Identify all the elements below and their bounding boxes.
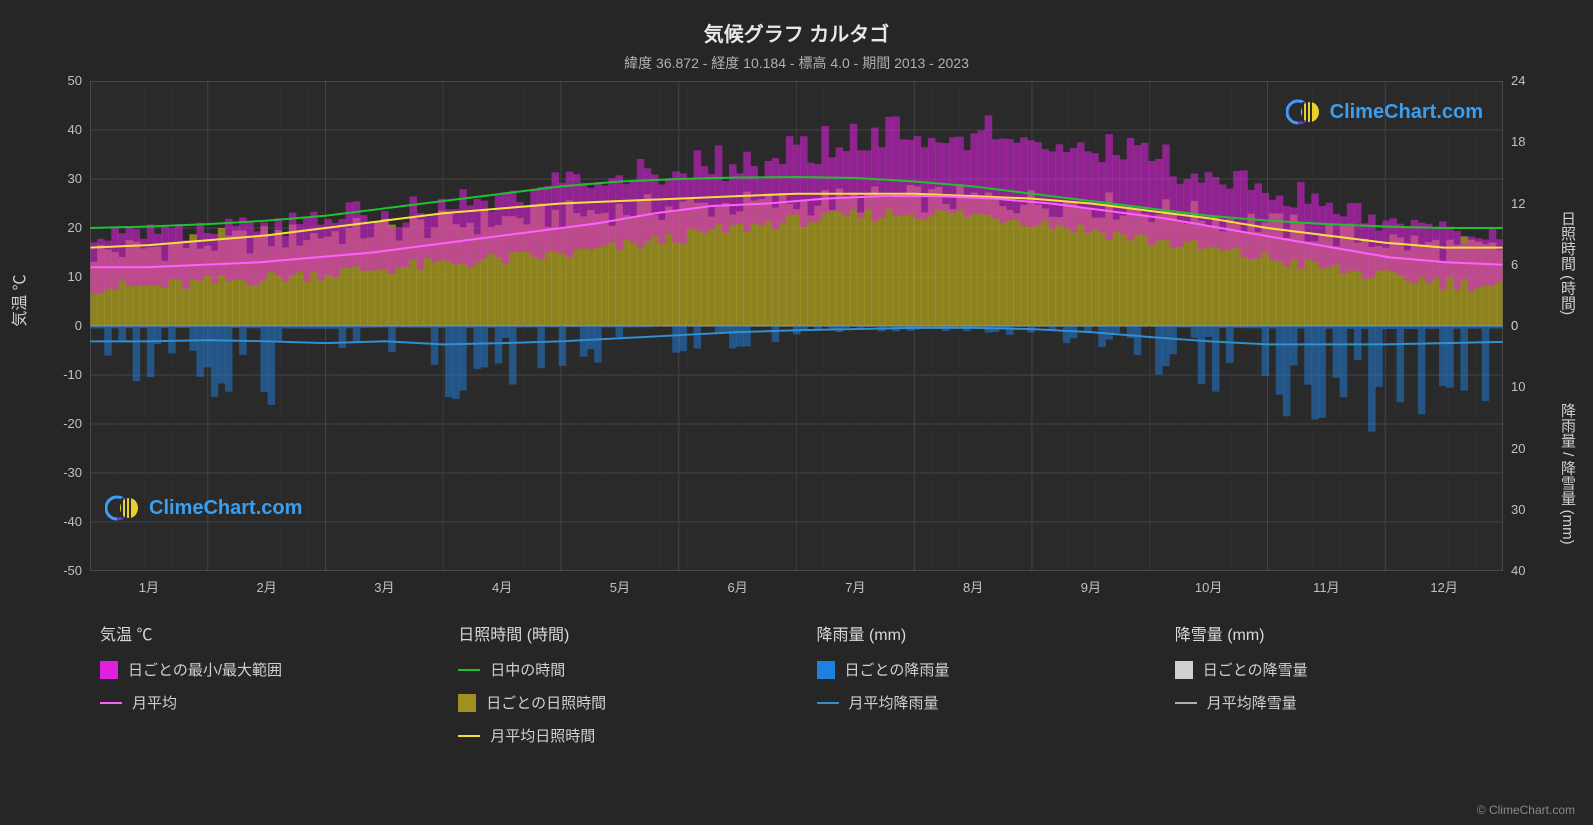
tick-label: 20 — [1511, 441, 1525, 456]
legend-label: 日ごとの降雪量 — [1203, 659, 1308, 680]
tick-label: 8月 — [963, 577, 983, 596]
tick-label: 7月 — [845, 577, 865, 596]
legend-label: 日ごとの降雨量 — [845, 659, 950, 680]
tick-label: 12 — [1511, 196, 1525, 211]
tick-label: 3月 — [374, 577, 394, 596]
tick-label: -40 — [63, 514, 82, 529]
chart-subtitle: 緯度 36.872 - 経度 10.184 - 標高 4.0 - 期間 2013… — [60, 53, 1533, 73]
tick-label: -20 — [63, 416, 82, 431]
legend-swatch-icon — [100, 661, 118, 679]
copyright: © ClimeChart.com — [1477, 803, 1575, 817]
legend-line-icon — [458, 669, 480, 671]
legend-label: 日ごとの日照時間 — [486, 692, 606, 713]
chart-svg — [90, 81, 1503, 571]
legend-line-icon — [100, 702, 122, 704]
tick-label: 30 — [68, 171, 82, 186]
tick-label: 0 — [75, 318, 82, 333]
tick-label: 10 — [1511, 379, 1525, 394]
legend-swatch-icon — [458, 694, 476, 712]
legend: 気温 ℃ 日ごとの最小/最大範囲月平均 日照時間 (時間) 日中の時間日ごとの日照時間… — [60, 601, 1533, 768]
tick-label: 11月 — [1313, 577, 1340, 596]
y-axis-left-label: 気温 ℃ — [6, 274, 30, 326]
legend-label: 日中の時間 — [490, 659, 565, 680]
legend-label: 月平均降雪量 — [1207, 692, 1297, 713]
chart-container: 気候グラフ カルタゴ 緯度 36.872 - 経度 10.184 - 標高 4.… — [0, 0, 1593, 825]
legend-label: 月平均 — [132, 692, 177, 713]
legend-header: 気温 ℃ — [100, 621, 418, 645]
tick-label: 1月 — [139, 577, 159, 596]
tick-label: 5月 — [610, 577, 630, 596]
legend-line-icon — [458, 735, 480, 737]
legend-swatch-icon — [817, 661, 835, 679]
tick-label: 50 — [68, 73, 82, 88]
y-axis-right-bottom-label: 降雨量 / 降雪量 (mm) — [1557, 403, 1578, 545]
tick-label: 12月 — [1430, 577, 1457, 596]
tick-label: 24 — [1511, 73, 1525, 88]
legend-column: 気温 ℃ 日ごとの最小/最大範囲月平均 — [100, 621, 418, 758]
legend-header: 日照時間 (時間) — [458, 621, 776, 645]
tick-label: 4月 — [492, 577, 512, 596]
legend-item: 日ごとの最小/最大範囲 — [100, 659, 418, 680]
legend-item: 日ごとの日照時間 — [458, 692, 776, 713]
tick-label: 6月 — [728, 577, 748, 596]
legend-item: 日中の時間 — [458, 659, 776, 680]
legend-line-icon — [817, 702, 839, 704]
legend-column: 降雪量 (mm) 日ごとの降雪量月平均降雪量 — [1175, 621, 1493, 758]
plot-area: ClimeChart.com ClimeChart.com — [90, 81, 1503, 571]
legend-item: 日ごとの降雪量 — [1175, 659, 1493, 680]
legend-item: 月平均 — [100, 692, 418, 713]
legend-label: 月平均日照時間 — [490, 725, 595, 746]
legend-column: 日照時間 (時間) 日中の時間日ごとの日照時間月平均日照時間 — [458, 621, 776, 758]
tick-label: 30 — [1511, 502, 1525, 517]
tick-label: 10 — [68, 269, 82, 284]
tick-label: 18 — [1511, 134, 1525, 149]
tick-label: 2月 — [257, 577, 277, 596]
legend-item: 月平均降雪量 — [1175, 692, 1493, 713]
y-axis-right-top-label: 日照時間 (時間) — [1557, 211, 1578, 315]
tick-label: 0 — [1511, 318, 1518, 333]
legend-header: 降雪量 (mm) — [1175, 621, 1493, 645]
legend-column: 降雨量 (mm) 日ごとの降雨量月平均降雨量 — [817, 621, 1135, 758]
tick-label: 9月 — [1081, 577, 1101, 596]
legend-item: 日ごとの降雨量 — [817, 659, 1135, 680]
plot-wrapper: ClimeChart.com ClimeChart.com 気温 ℃ 日照時間 — [60, 81, 1533, 601]
tick-label: 20 — [68, 220, 82, 235]
legend-item: 月平均降雨量 — [817, 692, 1135, 713]
legend-label: 月平均降雨量 — [849, 692, 939, 713]
tick-label: 6 — [1511, 257, 1518, 272]
tick-label: 40 — [1511, 563, 1525, 578]
tick-label: -50 — [63, 563, 82, 578]
legend-item: 月平均日照時間 — [458, 725, 776, 746]
legend-label: 日ごとの最小/最大範囲 — [128, 659, 282, 680]
tick-label: -30 — [63, 465, 82, 480]
tick-label: 10月 — [1195, 577, 1222, 596]
chart-title: 気候グラフ カルタゴ — [60, 18, 1533, 47]
tick-label: 40 — [68, 122, 82, 137]
tick-label: -10 — [63, 367, 82, 382]
legend-swatch-icon — [1175, 661, 1193, 679]
legend-line-icon — [1175, 702, 1197, 704]
legend-header: 降雨量 (mm) — [817, 621, 1135, 645]
